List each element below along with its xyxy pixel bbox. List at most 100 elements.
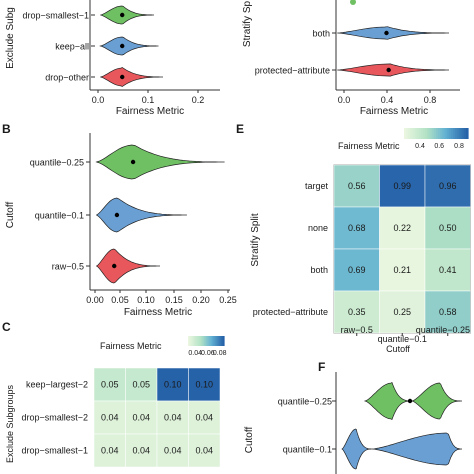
panel-e-cell-label: 0.41: [439, 265, 457, 275]
panel-c-row-label: drop−smallest−2: [21, 413, 88, 423]
panel-e-legend-gradient: [410, 128, 414, 139]
panel-c-cell-label: 0.05: [101, 380, 119, 390]
panel-c-legend-gradient: [204, 336, 207, 346]
panel-e-legend-gradient: [459, 128, 463, 139]
panel-e: E Fairness Metric 0.4 0.6 0.8 Stratify Spl…: [236, 122, 471, 354]
panel-d-ylabel: Stratify Sp: [242, 1, 253, 48]
panel-c-legend-gradient: [210, 336, 213, 346]
panel-b-ylabel: Cutoff: [5, 202, 16, 229]
panel-e-cell-label: 0.69: [348, 265, 366, 275]
panel-e-cell: [424, 206, 471, 250]
panel-e-cell-label: 0.68: [348, 223, 366, 233]
panel-a-median-point: [120, 43, 125, 49]
panel-b-xtick-label: 0.20: [192, 295, 210, 305]
panel-c-legend-gradient: [197, 336, 200, 346]
panel-e-tag: E: [236, 122, 244, 136]
panel-a-xlabel: Fairness Metric: [116, 106, 184, 117]
panel-c-legend-gradient: [201, 336, 203, 346]
panel-d-median-point: [386, 67, 391, 73]
panel-d-xlabel: Fairness Metric: [360, 106, 428, 117]
panel-b-xtick-label: 0.05: [111, 295, 129, 305]
panel-c-legend-gradient: [192, 336, 195, 346]
panel-e-legend-gradient: [457, 128, 461, 139]
panel-c-cell-label: 0.04: [164, 446, 182, 456]
panel-c-cell-label: 0.05: [132, 380, 150, 390]
panel-e-column-label: raw−0.5: [341, 325, 373, 335]
panel-d-violin: [337, 26, 449, 40]
panel-c-legend-gradient: [198, 336, 201, 346]
panel-e-cell-label: 0.99: [393, 181, 411, 191]
panel-b-violin: [95, 144, 225, 180]
panel-d-xtick-label: 0.0: [338, 95, 351, 105]
panel-c-legend-gradient: [196, 336, 199, 346]
panel-e-legend-gradient: [444, 128, 448, 139]
panel-c-cell-label: 0.04: [132, 446, 150, 456]
panel-e-row-label: both: [310, 265, 328, 275]
panel-e-cell: [379, 164, 426, 208]
panel-e-cell: [424, 290, 471, 334]
panel-c-legend-gradient: [219, 336, 221, 346]
panel-c-legend-gradient: [218, 336, 220, 346]
panel-c-cell-label: 0.04: [132, 413, 150, 423]
panel-c-cell-label: 0.04: [101, 446, 119, 456]
panel-f-median-point: [407, 398, 413, 404]
panel-f-violin: [341, 428, 463, 470]
panel-b-violin: [95, 248, 160, 284]
panel-c-cell: [125, 433, 158, 468]
panel-e-cell: [333, 248, 380, 292]
panel-e-legend-gradient: [440, 128, 443, 139]
panel-b-xtick-label: 0.10: [137, 295, 155, 305]
panel-c-legend-gradient: [220, 336, 223, 346]
panel-b-tag: B: [2, 122, 11, 136]
panel-e-cell: [379, 206, 426, 250]
panel-e-cell-label: 0.50: [439, 223, 457, 233]
panel-e-legend-gradient: [442, 128, 446, 139]
panel-b-median-point: [112, 263, 117, 269]
panel-e-cell-label: 0.35: [348, 307, 366, 317]
panel-e-column-label: quantile−0.25: [416, 325, 470, 335]
panel-e-column-label: quantile−0.1: [378, 334, 427, 344]
panel-c-cell: [156, 433, 189, 468]
panel-e-legend-gradient: [427, 128, 431, 139]
panel-c-row-label: keep−largest−2: [26, 380, 88, 390]
panel-c-legend-title: Fairness Metric: [100, 341, 162, 351]
panel-e-legend-gradient: [404, 128, 407, 139]
panel-b: B Cutoff quantile−0.25 quantile−0.1 raw−0.…: [2, 122, 237, 318]
panel-e-legend-gradient: [423, 128, 426, 139]
panel-e-legend-tick: 0.4: [415, 143, 425, 150]
panel-d-category-label: both: [312, 29, 330, 39]
panel-b-violin: [95, 197, 187, 233]
panel-c-cell-label: 0.10: [164, 380, 182, 390]
panel-e-legend-gradient: [436, 128, 439, 139]
panel-c-cell: [188, 367, 221, 402]
panel-c-legend-gradient: [209, 336, 212, 346]
panel-a: Exclude Subg drop−smallest−1 keep−all drop…: [5, 0, 220, 117]
panel-e-row-label: protected−attribute: [253, 307, 328, 317]
panel-e-cell: [424, 164, 471, 208]
panel-e-legend-gradient: [416, 128, 420, 139]
panel-e-legend-title: Fairness Metric: [338, 141, 400, 151]
panel-e-cell: [333, 290, 380, 334]
panel-e-legend-gradient: [412, 128, 416, 139]
panel-c-legend-gradient: [212, 336, 214, 346]
panel-e-legend-tick: 0.8: [454, 143, 464, 150]
panel-c-legend-gradient: [203, 336, 206, 346]
panel-c-cell: [93, 433, 126, 468]
panel-c-cell-label: 0.04: [195, 446, 213, 456]
panel-c-legend-gradient: [207, 336, 209, 346]
panel-c-legend-gradient: [195, 336, 197, 346]
panel-f-ylabel: Cutoff: [244, 427, 255, 454]
panel-c-legend-gradient: [200, 336, 202, 346]
panel-c-legend-gradient: [194, 336, 196, 346]
panel-c-legend-tick: 0.06: [201, 350, 215, 357]
panel-c-legend-gradient: [221, 336, 224, 346]
panel-a-ylabel: Exclude Subg: [5, 7, 16, 69]
panel-c-legend-gradient: [216, 336, 219, 346]
panel-c-cell: [156, 367, 189, 402]
panel-a-violin: [100, 67, 163, 87]
panel-a-violin: [100, 5, 154, 25]
panel-b-category-label: raw−0.5: [52, 262, 84, 272]
panel-e-row-label: target: [305, 181, 329, 191]
panel-a-median-point: [120, 74, 125, 80]
